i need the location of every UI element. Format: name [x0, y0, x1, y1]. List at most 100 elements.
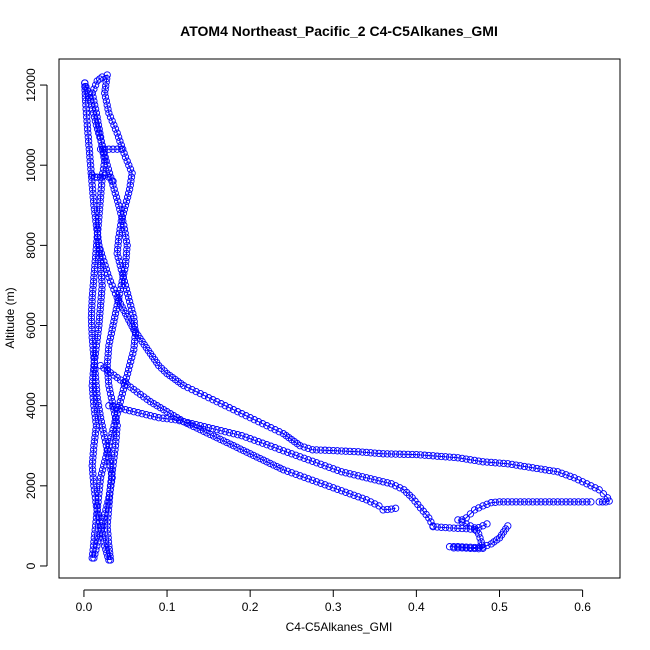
- data-point: [96, 173, 105, 181]
- data-point: [83, 125, 92, 133]
- data-point: [87, 309, 96, 318]
- data-point: [97, 297, 105, 306]
- data-point: [516, 498, 524, 506]
- data-point: [107, 470, 116, 478]
- data-point: [111, 189, 119, 197]
- data-point: [362, 448, 371, 457]
- data-point: [88, 181, 96, 189]
- data-point: [95, 321, 103, 330]
- data-point: [97, 418, 106, 426]
- data-point: [321, 481, 329, 489]
- data-point: [88, 289, 97, 298]
- data-point: [127, 301, 135, 310]
- data-point: [427, 518, 435, 526]
- data-point: [574, 498, 583, 506]
- data-point: [110, 454, 118, 462]
- data-point: [541, 466, 549, 474]
- data-point: [470, 456, 479, 465]
- data-point: [296, 472, 304, 480]
- data-point: [512, 461, 520, 469]
- x-tick-label: 0.5: [491, 600, 508, 614]
- data-point: [96, 309, 104, 318]
- data-point: [108, 430, 116, 438]
- data-point: [105, 494, 113, 502]
- data-point: [476, 534, 484, 542]
- data-point: [89, 369, 97, 378]
- data-point: [354, 448, 362, 456]
- data-point: [90, 97, 98, 105]
- data-point: [123, 369, 132, 378]
- data-point: [89, 470, 97, 478]
- data-point: [111, 125, 120, 133]
- data-point: [121, 201, 130, 209]
- data-point: [100, 514, 108, 522]
- data-point: [102, 97, 111, 105]
- data-point: [122, 285, 131, 294]
- data-point: [271, 426, 279, 434]
- data-point: [105, 109, 113, 117]
- data-point: [367, 449, 375, 457]
- data-point: [126, 181, 134, 189]
- data-point: [123, 157, 131, 165]
- data-point: [520, 498, 529, 506]
- data-point: [98, 466, 107, 474]
- data-point: [93, 77, 101, 85]
- data-point: [578, 498, 587, 506]
- data-point: [104, 353, 112, 362]
- data-point: [93, 113, 101, 121]
- data-point: [98, 177, 106, 185]
- data-point: [479, 522, 487, 530]
- data-series: [96, 145, 125, 153]
- data-point: [450, 524, 458, 532]
- data-point: [504, 498, 512, 506]
- data-point: [379, 478, 387, 486]
- data-point: [96, 75, 104, 83]
- data-point: [106, 556, 115, 564]
- data-point: [95, 490, 103, 498]
- data-point: [88, 466, 97, 474]
- data-point: [246, 414, 254, 422]
- data-point: [82, 109, 91, 117]
- data-point: [562, 498, 570, 506]
- data-point: [92, 249, 100, 258]
- data-point: [91, 369, 99, 378]
- data-point: [89, 550, 97, 558]
- data-point: [346, 447, 354, 456]
- data-point: [346, 470, 354, 478]
- data-point: [113, 129, 121, 137]
- data-point: [93, 389, 101, 398]
- data-point: [229, 430, 238, 438]
- data-point: [90, 438, 99, 446]
- data-point: [100, 462, 108, 470]
- data-point: [358, 448, 367, 456]
- data-point: [124, 189, 133, 197]
- data-point: [445, 453, 454, 461]
- data-point: [125, 161, 133, 169]
- data-point: [263, 441, 271, 449]
- data-point: [97, 249, 106, 258]
- data-point: [94, 402, 103, 410]
- data-point: [108, 474, 116, 482]
- data-point: [105, 490, 114, 498]
- data-point: [117, 145, 125, 153]
- data-point: [238, 432, 246, 440]
- data-point: [103, 522, 111, 530]
- data-point: [236, 445, 244, 453]
- data-point: [93, 394, 101, 402]
- data-point: [454, 516, 462, 524]
- plot-area: [81, 71, 613, 564]
- data-point: [462, 520, 470, 528]
- data-point: [89, 281, 97, 290]
- data-point: [88, 462, 96, 470]
- data-point: [97, 526, 105, 534]
- data-point: [441, 523, 450, 532]
- data-point: [105, 458, 114, 466]
- data-point: [98, 253, 107, 262]
- data-point: [266, 459, 274, 468]
- data-point: [117, 209, 125, 217]
- data-point: [93, 502, 102, 510]
- data-point: [104, 498, 112, 506]
- y-tick-label: 10000: [24, 148, 38, 182]
- data-point: [86, 153, 94, 161]
- data-point: [103, 269, 112, 278]
